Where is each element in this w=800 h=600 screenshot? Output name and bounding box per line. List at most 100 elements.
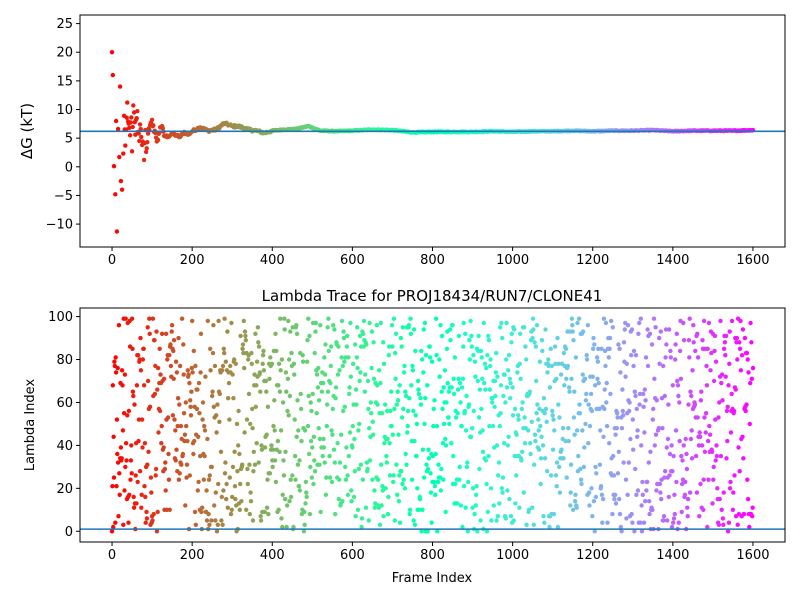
lambda-point: [245, 481, 250, 487]
lambda-point: [195, 488, 200, 493]
lambda-point: [357, 421, 362, 427]
delta-g-point: [138, 126, 143, 132]
lambda-point: [401, 477, 406, 482]
lambda-point: [242, 329, 248, 334]
lambda-point: [283, 449, 288, 454]
lambda-point: [179, 462, 184, 467]
lambda-point: [171, 348, 176, 354]
lambda-point: [750, 365, 756, 371]
lambda-point: [721, 490, 726, 495]
lambda-point: [268, 355, 273, 360]
lambda-point: [513, 501, 518, 506]
lambda-point: [477, 387, 482, 392]
lambda-point: [272, 458, 278, 463]
lambda-point: [659, 496, 664, 502]
lambda-point: [369, 411, 374, 416]
lambda-point: [560, 426, 566, 431]
lambda-point: [177, 402, 182, 407]
lambda-point: [265, 477, 270, 482]
lambda-point: [593, 494, 599, 500]
delta-g-x-tick-label: 800: [420, 253, 445, 268]
lambda-point: [243, 338, 248, 343]
lambda-point: [259, 443, 264, 448]
lambda-point: [441, 385, 446, 390]
lambda-point: [676, 393, 681, 399]
lambda-point: [703, 411, 709, 416]
lambda-point: [497, 423, 502, 429]
lambda-point: [596, 380, 601, 386]
delta-g-point: [125, 100, 130, 105]
lambda-point: [564, 475, 569, 480]
lambda-point: [375, 383, 380, 388]
delta-g-point: [129, 115, 134, 120]
lambda-point: [639, 503, 644, 508]
lambda-point: [336, 496, 341, 502]
lambda-point: [713, 458, 718, 463]
lambda-point: [154, 329, 159, 334]
lambda-point: [345, 333, 350, 339]
lambda-point: [480, 376, 485, 381]
lambda-point: [393, 376, 398, 381]
lambda-point: [530, 316, 536, 321]
lambda-point: [294, 434, 299, 439]
lambda-point: [719, 507, 724, 512]
lambda-point: [675, 383, 681, 388]
lambda-point: [729, 391, 734, 397]
lambda-point: [126, 520, 131, 525]
lambda-point: [606, 355, 611, 360]
lambda-point: [704, 363, 709, 369]
lambda-point: [428, 471, 433, 476]
lambda-point: [745, 496, 751, 502]
lambda-point: [735, 522, 740, 527]
lambda-point: [364, 460, 369, 465]
lambda-point: [515, 370, 520, 375]
lambda-x-ticks: 0 200 400 600 800 1000 1200 1400 1600: [108, 542, 770, 563]
lambda-point: [597, 406, 602, 412]
lambda-point: [371, 376, 377, 381]
lambda-point: [437, 374, 442, 379]
lambda-point: [407, 511, 412, 517]
lambda-point: [261, 348, 266, 354]
lambda-point: [351, 361, 356, 366]
lambda-point: [719, 372, 725, 377]
lambda-point: [542, 411, 547, 416]
lambda-point: [177, 363, 183, 369]
lambda-point: [366, 406, 371, 412]
delta-g-point: [114, 229, 120, 234]
lambda-point: [710, 501, 715, 506]
lambda-point: [671, 520, 676, 525]
lambda-point: [435, 529, 440, 534]
lambda-point: [397, 520, 403, 525]
lambda-point: [482, 380, 487, 386]
lambda-point: [740, 327, 746, 332]
lambda-point: [327, 453, 332, 459]
lambda-point: [399, 469, 404, 474]
lambda-point: [306, 316, 311, 321]
lambda-point: [547, 524, 552, 530]
lambda-point: [291, 361, 297, 366]
lambda-point: [613, 492, 618, 497]
lambda-point: [210, 389, 215, 394]
lambda-point: [335, 372, 341, 377]
lambda-point: [447, 327, 453, 332]
lambda-point: [283, 370, 289, 375]
lambda-point: [121, 522, 126, 527]
lambda-point: [190, 318, 195, 324]
lambda-point: [206, 511, 211, 517]
lambda-point: [598, 428, 603, 433]
delta-g-point: [145, 131, 151, 136]
lambda-point: [388, 408, 393, 414]
lambda-point: [536, 417, 541, 422]
lambda-point: [589, 408, 595, 414]
lambda-point: [353, 342, 358, 347]
lambda-point: [295, 462, 301, 467]
lambda-point: [174, 447, 179, 452]
lambda-point: [628, 436, 633, 442]
lambda-point: [337, 368, 342, 373]
lambda-point: [199, 509, 204, 515]
lambda-point: [593, 464, 598, 470]
lambda-point: [609, 318, 614, 324]
lambda-point: [729, 318, 735, 324]
lambda-point: [493, 393, 498, 399]
